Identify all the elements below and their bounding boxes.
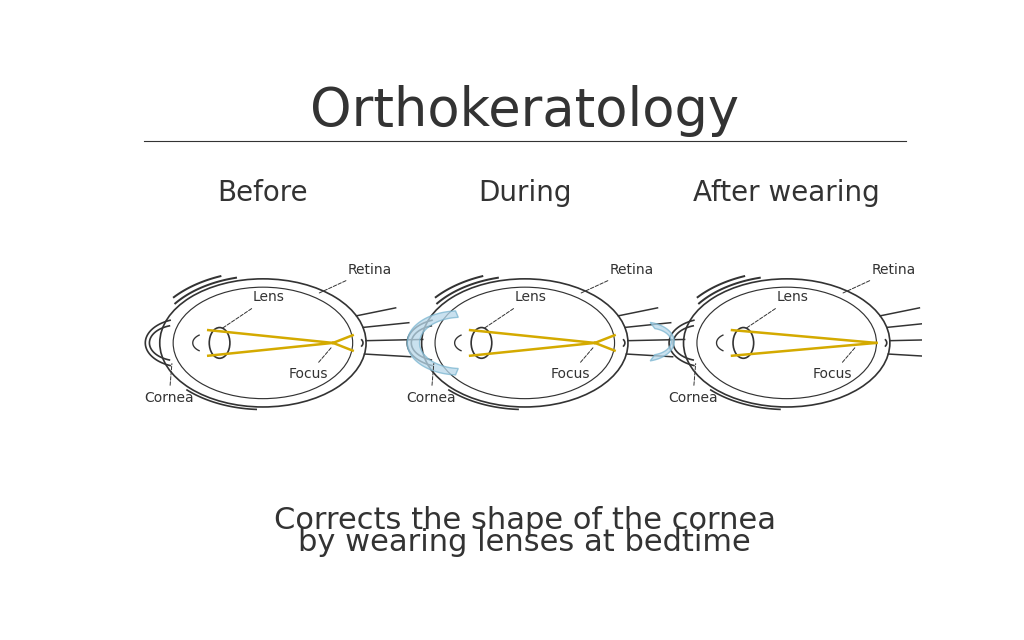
Text: Orthokeratology: Orthokeratology <box>310 85 739 138</box>
Text: Lens: Lens <box>483 291 547 328</box>
Text: Focus: Focus <box>551 348 593 381</box>
Text: Before: Before <box>217 179 308 207</box>
Text: Corrects the shape of the cornea: Corrects the shape of the cornea <box>273 506 776 535</box>
Text: Cornea: Cornea <box>407 364 456 405</box>
Text: During: During <box>478 179 571 207</box>
Text: Focus: Focus <box>812 348 855 381</box>
Polygon shape <box>650 323 674 361</box>
Text: Retina: Retina <box>581 263 653 293</box>
Text: Lens: Lens <box>222 291 285 328</box>
Text: by wearing lenses at bedtime: by wearing lenses at bedtime <box>298 528 752 557</box>
Polygon shape <box>408 311 459 375</box>
Text: Cornea: Cornea <box>668 364 718 405</box>
Text: Cornea: Cornea <box>144 364 194 405</box>
Text: Focus: Focus <box>289 348 331 381</box>
Text: Retina: Retina <box>843 263 915 293</box>
Text: Lens: Lens <box>745 291 808 328</box>
Text: Retina: Retina <box>319 263 392 293</box>
Text: After wearing: After wearing <box>693 179 880 207</box>
